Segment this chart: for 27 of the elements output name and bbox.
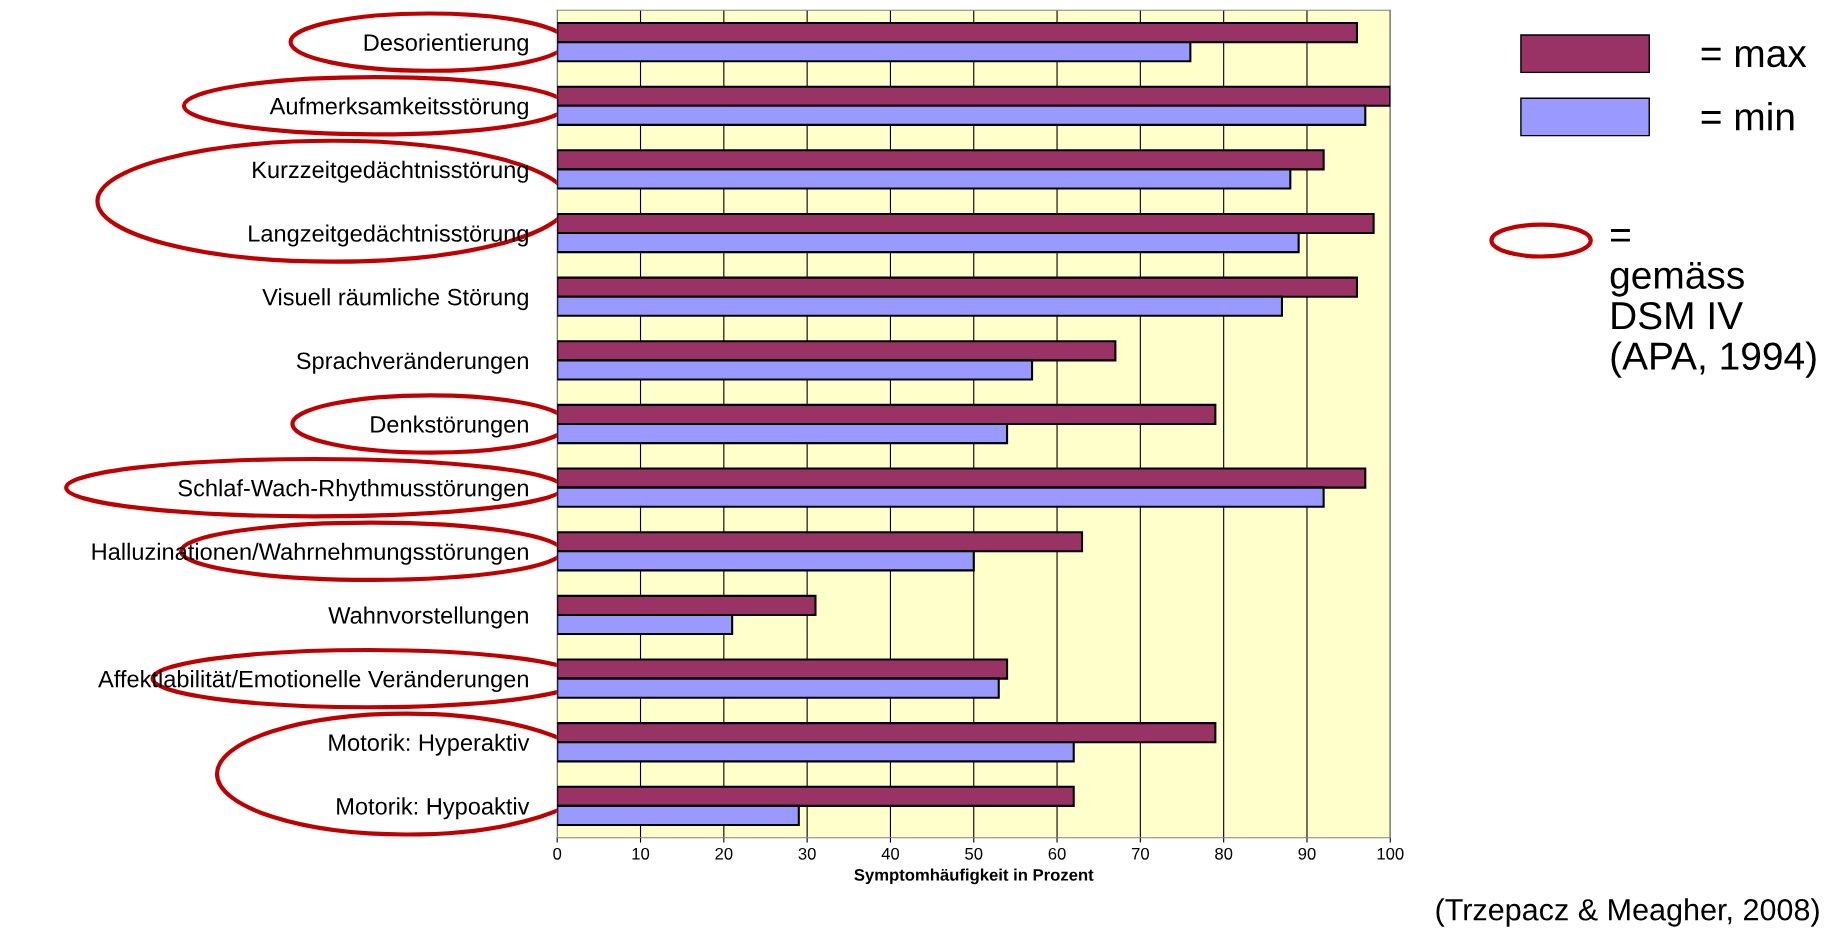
y-tick-label: Wahnvorstellungen [328, 606, 528, 629]
y-tick-label: Desorientierung [364, 33, 528, 56]
x-tick-label: 80 [1215, 847, 1233, 860]
x-tick-label: 60 [1048, 847, 1066, 860]
x-axis-title: Symptomhäufigkeit in Prozent [854, 868, 1094, 885]
y-tick-label: Motorik: Hypoaktiv [337, 797, 530, 820]
x-tick-label: 50 [965, 847, 983, 860]
text: (Trzepacz & Meagher, 2008) [1436, 898, 1819, 927]
legend-label: = max [1701, 45, 1807, 68]
y-tick-label: Kurzzeitgedächtnisstörung [253, 160, 528, 183]
y-tick-label: Denkstörungen [371, 415, 528, 438]
x-tick-label: 100 [1377, 847, 1404, 860]
y-tick-label: Motorik: Hyperaktiv [329, 733, 530, 756]
x-tick-label: 30 [798, 847, 816, 860]
y-tick-label: Aufmerksamkeitsstörung [269, 97, 528, 120]
x-tick-label: 70 [1131, 847, 1149, 860]
x-tick-label: 20 [715, 847, 733, 860]
x-tick-label: 0 [553, 847, 562, 860]
x-tick-label: 40 [881, 847, 900, 860]
y-tick-label: Sprachveränderungen [296, 351, 528, 374]
y-tick-label: Visuell räumliche Störung [262, 288, 528, 311]
text: = gemäss DSM IV (APA, 1994) [1610, 229, 1816, 378]
legend-label: = min [1701, 102, 1794, 131]
y-tick-label: Langzeitgedächtnisstörung [249, 224, 528, 247]
x-tick-label: 90 [1298, 847, 1316, 860]
x-tick-label: 10 [632, 847, 650, 860]
y-tick-label: Schlaf-Wach-Rhythmusstörungen [178, 479, 528, 502]
